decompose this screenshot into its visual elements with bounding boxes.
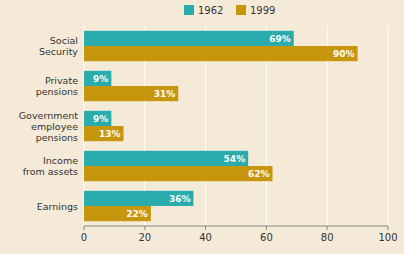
data-label: 90% [333, 49, 355, 59]
data-label: 22% [126, 209, 148, 219]
bar [84, 166, 272, 181]
category-label-line: from assets [23, 166, 78, 177]
data-label: 36% [169, 194, 191, 204]
legend-swatch [236, 5, 246, 15]
tick-label: 40 [199, 232, 212, 243]
legend: 1962 1999 [184, 5, 275, 16]
category-label-line: pensions [36, 132, 78, 143]
grid [84, 26, 388, 226]
tick-label: 60 [260, 232, 273, 243]
data-label: 13% [99, 129, 121, 139]
legend-label: 1962 [198, 5, 223, 16]
bar [84, 71, 111, 86]
category-label: Earnings [37, 201, 78, 212]
bar [84, 151, 248, 166]
category-label-line: employee [31, 121, 78, 132]
category-label: Governmentemployeepensions [19, 110, 79, 143]
bar [84, 206, 151, 221]
data-label: 9% [93, 114, 108, 124]
chart-svg: 0 20 40 60 80 100 69% 9% 9% 54% 36% 90% 31% 13% 62% 22%… [0, 0, 404, 254]
bar [84, 111, 111, 126]
category-label-line: Income [43, 155, 78, 166]
tick-mark [327, 226, 328, 230]
data-label: 9% [93, 74, 108, 84]
category-label-line: pensions [36, 86, 78, 97]
category-label-line: Government [19, 110, 79, 121]
tick-mark [266, 226, 267, 230]
tick-mark [84, 226, 85, 230]
bar [84, 191, 193, 206]
tick-label: 0 [81, 232, 87, 243]
data-label: 69% [269, 34, 291, 44]
tick-label: 20 [138, 232, 151, 243]
tick-mark [205, 226, 206, 230]
bars [84, 31, 358, 221]
legend-label: 1999 [250, 5, 275, 16]
category-label: Incomefrom assets [23, 155, 79, 177]
tick-label: 80 [321, 232, 334, 243]
category-label-line: Security [39, 46, 78, 57]
category-label: SocialSecurity [39, 35, 78, 57]
category-label-line: Earnings [37, 201, 78, 212]
data-labels: 69% 9% 9% 54% 36% 90% 31% 13% 62% 22% [93, 34, 355, 219]
legend-swatch [184, 5, 194, 15]
category-label-line: Private [45, 75, 78, 86]
bar [84, 86, 178, 101]
data-label: 62% [248, 169, 270, 179]
background [0, 0, 404, 254]
data-label: 54% [224, 154, 246, 164]
tick-mark [144, 226, 145, 230]
category-label-line: Social [50, 35, 78, 46]
category-label: Privatepensions [36, 75, 78, 97]
grid-line [388, 26, 389, 226]
bar [84, 31, 294, 46]
x-axis-line [84, 226, 388, 227]
data-label: 31% [154, 89, 176, 99]
bar [84, 46, 358, 61]
bar [84, 126, 124, 141]
chart-container: 0 20 40 60 80 100 69% 9% 9% 54% 36% 90% 31% 13% 62% 22%… [0, 0, 404, 254]
tick-mark [388, 226, 389, 230]
tick-label: 100 [378, 232, 397, 243]
